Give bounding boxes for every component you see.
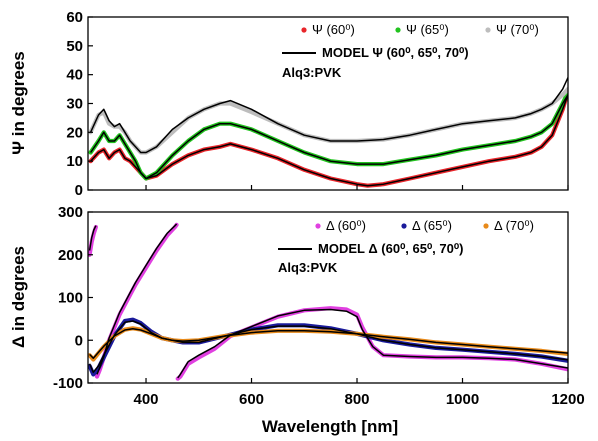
psi-y-tick-label: 30 [66,96,83,113]
delta-legend: Δ (60⁰) Δ (65⁰) Δ (70⁰) MODEL Δ (60⁰, 65… [278,218,534,256]
psi-y-tick-label: 60 [66,9,83,26]
psi-y-tick-label: 20 [66,124,83,141]
legend-label-delta-model: MODEL Δ (60⁰, 65⁰, 70⁰) [318,241,463,256]
delta-model-curve-1 [88,225,97,251]
legend-label-psi-70: Ψ (70⁰) [496,22,539,37]
delta-x-tick-label: 400 [134,391,159,408]
delta-model-curve-3 [177,308,568,379]
legend-marker-delta-65 [401,223,407,229]
psi-plot-frame [87,16,569,191]
psi-model-curve-3 [89,77,568,154]
psi-model-curve-1 [90,94,568,187]
delta-y-tick-label: 0 [75,332,83,349]
delta-x-tick-label: 600 [239,391,264,408]
psi-y-tick-label: 0 [75,182,83,199]
psi-panel: 0 10 20 30 40 50 60 Ψ in degrees Ψ (60⁰) Ψ (65… [9,9,569,199]
legend-label-psi-60: Ψ (60⁰) [312,22,355,37]
legend-label-delta-65: Δ (65⁰) [412,218,452,233]
psi-y-tick-label: 40 [66,67,83,84]
delta-x-tick-label: 1000 [446,391,479,408]
legend-label-delta-70: Δ (70⁰) [494,218,534,233]
legend-label-delta-60: Δ (60⁰) [326,218,366,233]
delta-x-tick-label: 800 [344,391,369,408]
legend-marker-psi-70 [485,27,491,33]
legend-marker-delta-70 [483,223,489,229]
psi-model-curve-2 [89,94,568,180]
psi-y-axis-label: Ψ in degrees [9,51,28,155]
legend-label-psi-model: MODEL Ψ (60⁰, 65⁰, 70⁰) [322,45,469,60]
legend-marker-delta-60 [315,223,321,229]
delta-y-tick-label: 200 [58,247,83,264]
legend-label-psi-65: Ψ (65⁰) [406,22,449,37]
delta-model-curve-2 [96,223,178,375]
delta-axis-ticks: -100 0 100 200 300 400 600 800 1000 1200 [53,204,585,408]
x-axis-label: Wavelength [nm] [262,417,398,436]
delta-data-series-1-segment-2 [94,222,179,379]
psi-sample-label: Alq3:PVK [282,65,342,80]
delta-y-tick-label: 100 [58,290,83,307]
psi-y-tick-label: 10 [66,153,83,170]
delta-y-axis-label: Δ in degrees [9,246,28,348]
delta-y-tick-label: -100 [53,375,83,392]
delta-model-curve-5 [89,327,568,359]
delta-y-tick-label: 300 [58,204,83,221]
delta-data-series-3-segment-1 [88,326,568,362]
legend-marker-psi-60 [301,27,307,33]
delta-series-layer [88,222,568,381]
delta-x-tick-label: 1200 [551,391,584,408]
psi-y-tick-label: 50 [66,38,83,55]
legend-marker-psi-65 [395,27,401,33]
psi-axis-ticks: 0 10 20 30 40 50 60 [66,9,569,199]
delta-data-series-1-segment-3 [175,306,568,381]
psi-series-layer [88,77,568,188]
delta-sample-label: Alq3:PVK [278,260,338,275]
delta-panel: -100 0 100 200 300 400 600 800 1000 1200 Δ in deg… [9,204,585,436]
psi-legend: Ψ (60⁰) Ψ (65⁰) Ψ (70⁰) MODEL Ψ (60⁰, 65… [282,22,539,60]
